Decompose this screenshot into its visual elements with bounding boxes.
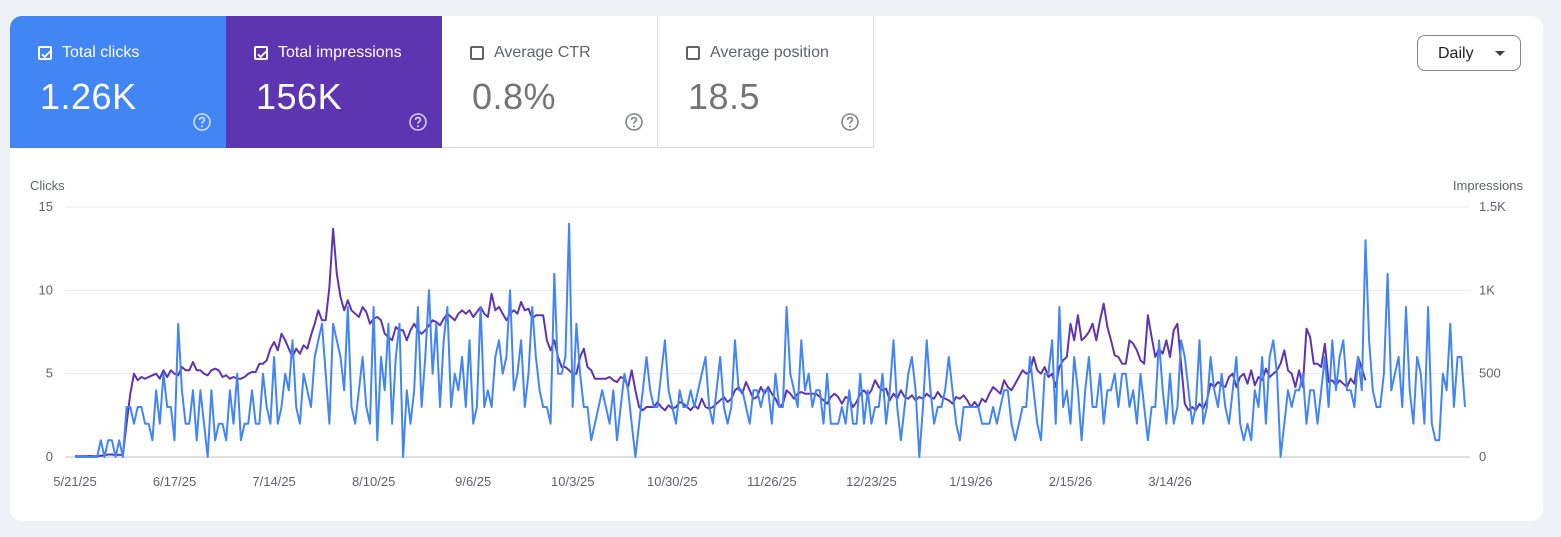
y-left-tick-label: 0: [46, 449, 53, 464]
y-right-tick-label: 1.5K: [1479, 199, 1506, 214]
metric-tabs: Total clicks 1.26K Total impressions 156…: [10, 16, 874, 148]
y-right-tick-label: 0: [1479, 449, 1486, 464]
x-tick-label: 6/17/25: [153, 474, 196, 489]
metric-value: 0.8%: [472, 76, 557, 117]
checkbox-checked-icon[interactable]: [254, 46, 268, 60]
y-right-tick-label: 1K: [1479, 282, 1495, 297]
metric-label: Average CTR: [494, 44, 591, 61]
metric-label: Average position: [710, 44, 829, 61]
checkbox-unchecked-icon[interactable]: [686, 46, 700, 60]
series-line-clicks: [75, 222, 1466, 458]
x-tick-label: 5/21/25: [53, 474, 96, 489]
series-line-impressions: [75, 227, 1367, 458]
y-left-tick-label: 5: [46, 366, 53, 381]
checkbox-unchecked-icon[interactable]: [470, 46, 484, 60]
x-tick-label: 9/6/25: [455, 474, 491, 489]
help-circle-icon[interactable]: [840, 112, 860, 132]
x-tick-label: 8/10/25: [352, 474, 395, 489]
x-tick-label: 10/3/25: [551, 474, 594, 489]
metric-tab-average-position[interactable]: Average position 18.5: [658, 16, 874, 148]
metric-tab-average-ctr[interactable]: Average CTR 0.8%: [442, 16, 658, 148]
granularity-dropdown[interactable]: Daily: [1417, 35, 1521, 71]
y-left-tick-label: 10: [39, 282, 53, 297]
caret-down-icon: [1495, 51, 1505, 56]
x-tick-label: 1/19/26: [949, 474, 992, 489]
x-tick-label: 11/26/25: [747, 474, 797, 489]
metric-value: 156K: [256, 76, 343, 117]
metric-label: Total impressions: [278, 44, 402, 61]
help-circle-icon[interactable]: [624, 112, 644, 132]
y-left-tick-label: 15: [39, 199, 53, 214]
x-tick-label: 10/30/25: [647, 474, 698, 489]
metric-tab-total-clicks[interactable]: Total clicks 1.26K: [10, 16, 226, 148]
metric-value: 1.26K: [40, 76, 137, 117]
metric-label: Total clicks: [62, 44, 140, 61]
performance-card: Total clicks 1.26K Total impressions 156…: [10, 16, 1543, 521]
metric-value: 18.5: [688, 76, 761, 117]
x-tick-label: 2/15/26: [1049, 474, 1092, 489]
x-tick-label: 3/14/26: [1148, 474, 1191, 489]
performance-chart: 0 5 10 15 0 500 1K 1.5K Clicks Impressions 5/21/25…: [30, 178, 1524, 489]
y-right-axis-title: Impressions: [1453, 178, 1524, 193]
checkbox-checked-icon[interactable]: [38, 46, 52, 60]
x-tick-label: 12/23/25: [846, 474, 897, 489]
y-right-tick-label: 500: [1479, 366, 1501, 381]
help-circle-icon[interactable]: [192, 112, 212, 132]
dropdown-label: Daily: [1438, 45, 1474, 62]
y-left-axis-title: Clicks: [30, 178, 65, 193]
x-tick-label: 7/14/25: [252, 474, 295, 489]
help-circle-icon[interactable]: [408, 112, 428, 132]
metric-tab-total-impressions[interactable]: Total impressions 156K: [226, 16, 442, 148]
